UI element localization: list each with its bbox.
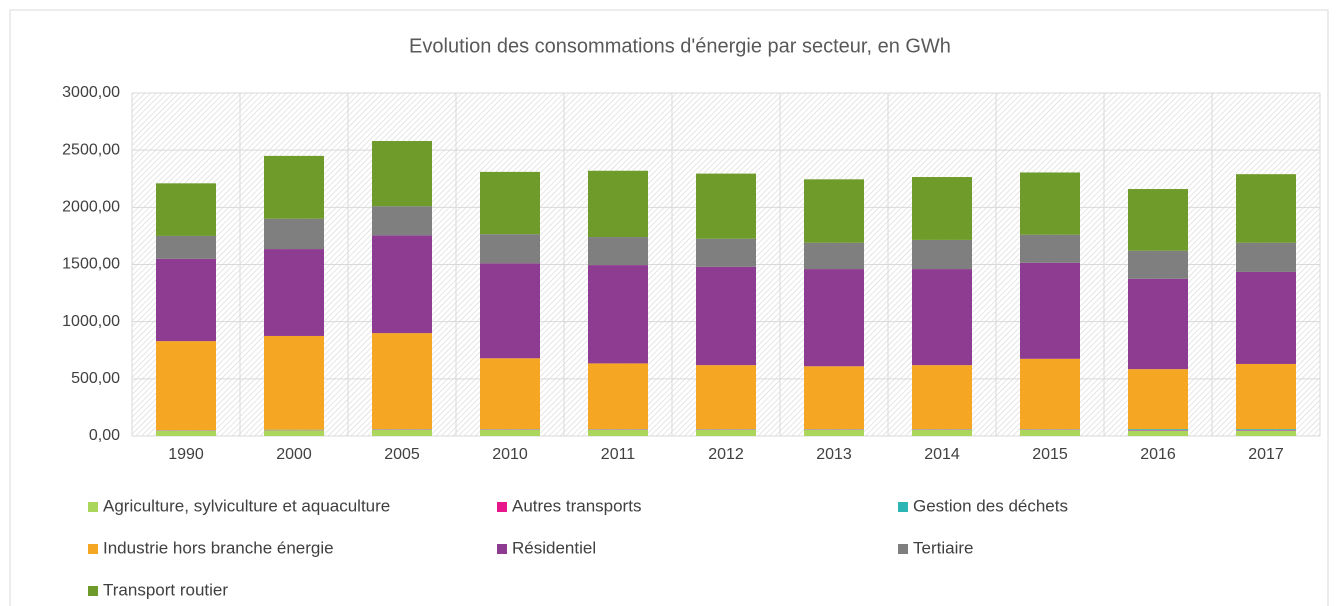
- y-tick-label: 500,00: [71, 370, 120, 387]
- bar-segment: [804, 179, 864, 243]
- bar-segment: [1128, 278, 1188, 370]
- bar-segment: [372, 206, 432, 236]
- bar-segment: [1236, 271, 1296, 364]
- bar-segment: [264, 335, 324, 430]
- bar-segment: [480, 429, 540, 436]
- bar-segment: [588, 363, 648, 430]
- legend-label: Gestion des déchets: [913, 496, 1068, 515]
- legend-label: Agriculture, sylviculture et aquaculture: [103, 496, 390, 515]
- bar-segment: [1236, 429, 1296, 431]
- bar-segment: [804, 429, 864, 436]
- bar-segment: [156, 258, 216, 342]
- x-tick-label: 2015: [1032, 446, 1068, 463]
- legend-swatch: [88, 502, 98, 512]
- x-tick-label: 1990: [168, 446, 204, 463]
- bar-segment: [588, 237, 648, 266]
- bar-segment: [1020, 234, 1080, 263]
- x-tick-label: 2005: [384, 446, 420, 463]
- x-tick-label: 2013: [816, 446, 852, 463]
- bar-segment: [804, 242, 864, 270]
- bar-segment: [1020, 358, 1080, 430]
- bar-segment: [1236, 363, 1296, 430]
- x-tick-label: 2016: [1140, 446, 1176, 463]
- x-tick-label: 2014: [924, 446, 960, 463]
- bar-segment: [588, 265, 648, 364]
- bar-segment: [696, 429, 756, 436]
- y-tick-label: 2500,00: [62, 141, 120, 158]
- y-tick-label: 3000,00: [62, 84, 120, 101]
- bar-segment: [1236, 430, 1296, 431]
- bar-segment: [372, 235, 432, 334]
- bar-segment: [372, 429, 432, 436]
- bar-segment: [912, 429, 972, 436]
- bar-segment: [264, 218, 324, 250]
- y-tick-label: 0,00: [89, 427, 120, 444]
- legend-swatch: [497, 502, 507, 512]
- bar-segment: [372, 333, 432, 430]
- bar-segment: [912, 365, 972, 430]
- bar-segment: [1020, 172, 1080, 235]
- bar-segment: [156, 235, 216, 259]
- bar-segment: [1020, 429, 1080, 436]
- bar-segment: [912, 239, 972, 270]
- bar-segment: [696, 365, 756, 430]
- legend-label: Résidentiel: [512, 538, 596, 557]
- bar-segment: [1128, 430, 1188, 431]
- bar-segment: [1236, 430, 1296, 436]
- bar-segment: [480, 171, 540, 235]
- bar-segment: [1128, 189, 1188, 251]
- bar-segment: [156, 183, 216, 236]
- bar-segment: [264, 430, 324, 436]
- bar-segment: [1128, 369, 1188, 430]
- legend-label: Industrie hors branche énergie: [103, 538, 334, 557]
- y-tick-label: 1000,00: [62, 313, 120, 330]
- y-tick-label: 2000,00: [62, 199, 120, 216]
- bar-segment: [588, 170, 648, 238]
- bar-segment: [588, 429, 648, 436]
- chart-title: Evolution des consommations d'énergie pa…: [409, 35, 951, 57]
- bar-segment: [264, 249, 324, 336]
- x-tick-label: 2012: [708, 446, 744, 463]
- bar-segment: [696, 173, 756, 239]
- bar-segment: [264, 155, 324, 219]
- bar-segment: [372, 141, 432, 207]
- bar-segment: [1236, 174, 1296, 243]
- bar-segment: [1128, 429, 1188, 431]
- legend-swatch: [497, 544, 507, 554]
- x-tick-label: 2017: [1248, 446, 1284, 463]
- bar-segment: [1128, 250, 1188, 279]
- bar-segment: [696, 266, 756, 366]
- legend-swatch: [88, 544, 98, 554]
- y-tick-label: 1500,00: [62, 256, 120, 273]
- bar-segment: [480, 358, 540, 430]
- bar-segment: [1020, 262, 1080, 359]
- bar-segment: [804, 366, 864, 430]
- bar-segment: [480, 263, 540, 359]
- bar-segment: [1236, 242, 1296, 272]
- x-tick-label: 2010: [492, 446, 528, 463]
- bar-segment: [912, 269, 972, 366]
- legend-swatch: [898, 544, 908, 554]
- bar-segment: [912, 177, 972, 240]
- bar-segment: [156, 430, 216, 436]
- bar-segment: [804, 269, 864, 367]
- legend-label: Autres transports: [512, 496, 641, 515]
- x-tick-label: 2011: [601, 446, 636, 463]
- bar-segment: [156, 341, 216, 431]
- legend-swatch: [898, 502, 908, 512]
- legend-label: Transport routier: [103, 580, 228, 599]
- bar-segment: [480, 234, 540, 264]
- bar-segment: [1128, 430, 1188, 436]
- bar-segment: [696, 238, 756, 267]
- x-tick-label: 2000: [276, 446, 312, 463]
- legend-swatch: [88, 586, 98, 596]
- legend-label: Tertiaire: [913, 538, 973, 557]
